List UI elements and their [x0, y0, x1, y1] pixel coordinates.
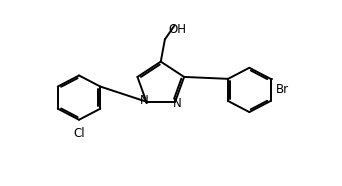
Text: N: N — [140, 94, 149, 107]
Text: N: N — [172, 97, 181, 110]
Text: OH: OH — [169, 23, 187, 36]
Text: Br: Br — [276, 84, 289, 96]
Text: Cl: Cl — [73, 126, 85, 140]
